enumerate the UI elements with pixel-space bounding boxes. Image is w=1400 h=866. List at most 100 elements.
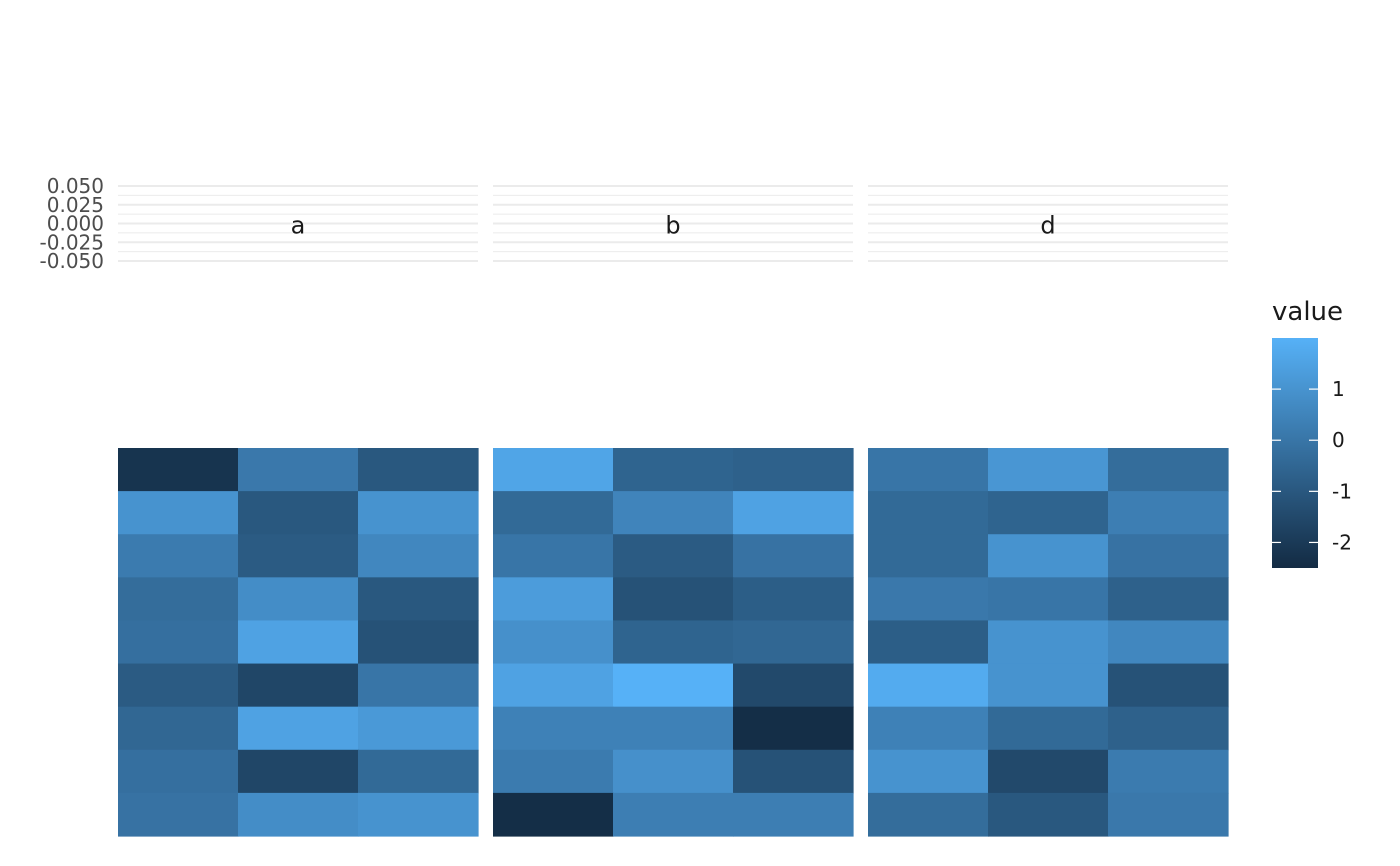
heatmap-tile xyxy=(1108,792,1229,837)
heatmap-tile xyxy=(358,706,479,751)
facet-label-d: d xyxy=(1040,212,1055,240)
heatmap-tile xyxy=(358,749,479,794)
heatmap-tile xyxy=(118,577,239,622)
heatmap-tile xyxy=(118,792,239,837)
heatmap-tile xyxy=(868,749,989,794)
heatmap-tile xyxy=(358,620,479,665)
heatmap-tile xyxy=(613,620,734,665)
heatmap-tile xyxy=(493,577,614,622)
color-legend: value 1 0 -1 -2 xyxy=(1272,297,1352,568)
legend-colorbar xyxy=(1272,338,1318,568)
heatmap-tile xyxy=(493,534,614,578)
heatmap-tile xyxy=(118,749,239,794)
heatmap-tile xyxy=(733,749,854,794)
heatmap-tile xyxy=(238,749,359,794)
heatmap-tile xyxy=(493,620,614,665)
heatmap-tile xyxy=(613,706,734,751)
heatmap-tile xyxy=(358,663,479,708)
heatmap-tile xyxy=(238,491,359,535)
heatmap-tile xyxy=(493,448,614,492)
heatmap-tile xyxy=(1108,491,1229,535)
heatmap-tile xyxy=(988,620,1109,665)
heatmap-tile xyxy=(988,448,1109,492)
heatmap-tile xyxy=(733,663,854,708)
heatmap-tile xyxy=(1108,663,1229,708)
heatmap-tile xyxy=(118,448,239,492)
heatmap-tile xyxy=(868,706,989,751)
heatmap-tile xyxy=(733,620,854,665)
heatmap-tile xyxy=(868,491,989,535)
heatmap-tile xyxy=(988,491,1109,535)
heatmap-tile xyxy=(358,792,479,837)
heatmap-tile xyxy=(493,663,614,708)
heatmap-tile xyxy=(358,448,479,492)
heatmap-tile xyxy=(613,577,734,622)
heatmap-tile xyxy=(1108,534,1229,578)
heatmap-tile xyxy=(1108,448,1229,492)
heatmap-tile xyxy=(733,792,854,837)
heatmap-tile xyxy=(1108,620,1229,665)
facet-label-a: a xyxy=(291,212,306,240)
heatmap-tile xyxy=(613,491,734,535)
strip-y-tick-label: 0.050 xyxy=(47,174,104,198)
heatmap-tile xyxy=(733,491,854,535)
heatmap-tile xyxy=(733,448,854,492)
heatmap-tile xyxy=(238,577,359,622)
heatmap-tile xyxy=(238,792,359,837)
strip-y-tick-label: 0.025 xyxy=(47,193,104,217)
heatmap-tile xyxy=(988,749,1109,794)
strip-y-tick-label: 0.000 xyxy=(47,212,104,236)
heatmap-tile xyxy=(493,706,614,751)
heatmap-tile xyxy=(733,534,854,578)
strip-y-tick-label: -0.050 xyxy=(40,249,104,273)
heatmap-tile xyxy=(613,663,734,708)
heatmap-tile xyxy=(358,534,479,578)
legend-tick-label: 0 xyxy=(1332,428,1345,452)
heatmap-tile xyxy=(868,792,989,837)
heatmap-tile xyxy=(988,706,1109,751)
heatmap-tile xyxy=(733,706,854,751)
heatmap-tile xyxy=(868,534,989,578)
heatmap-tile xyxy=(358,491,479,535)
heatmap-tile xyxy=(1108,706,1229,751)
heatmap-tile xyxy=(733,577,854,622)
heatmap-tile xyxy=(493,749,614,794)
heatmap-tile xyxy=(1108,577,1229,622)
facet-label-b: b xyxy=(665,212,680,240)
legend-tick-label: -1 xyxy=(1332,479,1352,503)
heatmap-tile xyxy=(1108,749,1229,794)
heatmap-tile xyxy=(118,534,239,578)
heatmap-tile xyxy=(868,448,989,492)
heatmap-tile xyxy=(238,706,359,751)
heatmap-tile xyxy=(238,534,359,578)
heatmap-tile xyxy=(493,491,614,535)
legend-tick-label: -2 xyxy=(1332,530,1352,554)
legend-title: value xyxy=(1272,297,1343,327)
heatmap-tile xyxy=(613,448,734,492)
heatmap-tile xyxy=(118,663,239,708)
heatmap-tile xyxy=(238,620,359,665)
heatmap-tile xyxy=(988,534,1109,578)
heatmap-tile xyxy=(613,792,734,837)
heatmap-tile xyxy=(988,577,1109,622)
heatmap-tile xyxy=(613,534,734,578)
heatmap-tile xyxy=(238,663,359,708)
legend-tick-label: 1 xyxy=(1332,377,1345,401)
heatmap-tile xyxy=(493,792,614,837)
heatmap-tile xyxy=(118,706,239,751)
heatmap-tile xyxy=(238,448,359,492)
heatmap-tile xyxy=(358,577,479,622)
heatmap-panels xyxy=(118,448,1229,837)
heatmap-tile xyxy=(868,663,989,708)
heatmap-tile xyxy=(868,620,989,665)
heatmap-tile xyxy=(118,620,239,665)
strip-y-tick-label: -0.025 xyxy=(40,230,104,254)
heatmap-tile xyxy=(118,491,239,535)
heatmap-tile xyxy=(613,749,734,794)
heatmap-tile xyxy=(988,792,1109,837)
heatmap-tile xyxy=(988,663,1109,708)
heatmap-tile xyxy=(868,577,989,622)
